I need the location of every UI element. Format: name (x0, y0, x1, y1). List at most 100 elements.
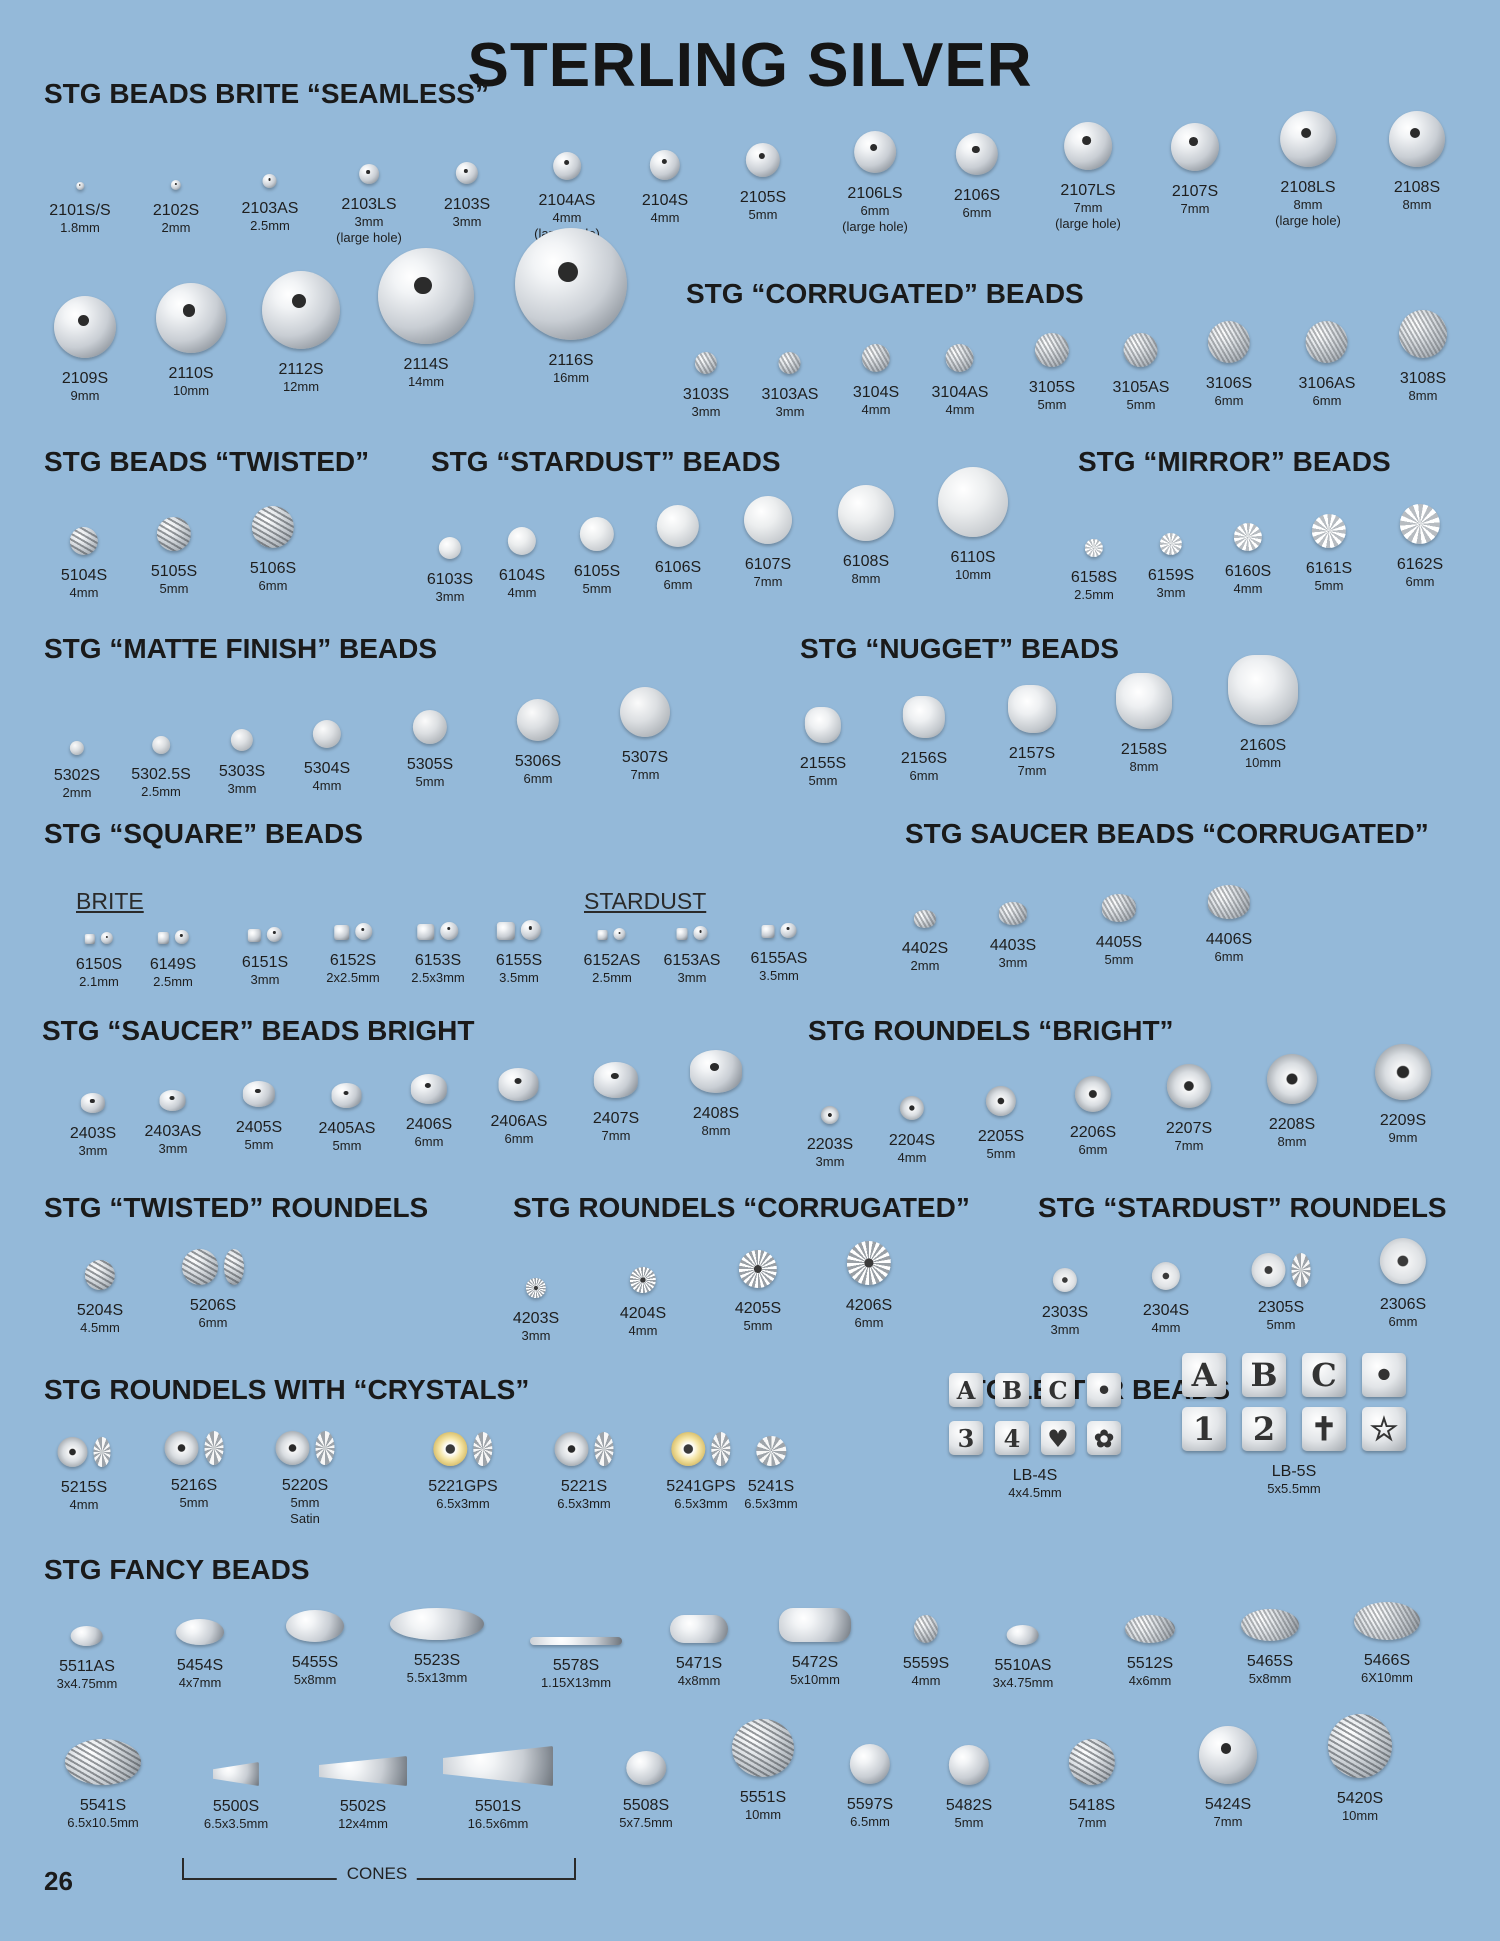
bead-cube (417, 923, 434, 940)
bead-shape (779, 352, 801, 374)
product-item: 5420S 10mm (1328, 1714, 1392, 1824)
product-size: 2.5mm (1074, 587, 1114, 602)
bead-image (230, 729, 253, 751)
product-size: 5mm (159, 581, 189, 596)
product-size: 3mm (354, 214, 384, 229)
bead-image: A B C • 3 4 ♥ ✿ (949, 1373, 1121, 1455)
bead-shape (1124, 333, 1158, 367)
bead-image (247, 926, 283, 942)
product-code: 5454S (176, 1657, 224, 1674)
bead-shape (579, 517, 614, 551)
product-item: 3105S 5mm (1029, 333, 1075, 413)
bead-image (738, 1250, 777, 1288)
bead-image (948, 1745, 989, 1785)
product-code: 4205S (734, 1300, 782, 1317)
product-code: 5106S (249, 560, 297, 577)
product-note: (large hole) (842, 219, 908, 234)
product-item: 5306S 6mm (515, 699, 561, 787)
product-item: 5305S 5mm (407, 710, 453, 790)
bead-shape (1399, 310, 1447, 358)
product-item: 2114S 14mm (378, 248, 474, 390)
product-size: 6mm (909, 768, 939, 783)
bead-image (761, 922, 797, 938)
bead-image (412, 710, 447, 744)
product-size: 7mm (1077, 1815, 1107, 1830)
bead-shape (1207, 321, 1250, 363)
product-size: 5x5.5mm (1267, 1481, 1321, 1496)
product-size: 1.15X13mm (540, 1675, 612, 1690)
bead-cube-side (100, 932, 113, 944)
letter-bead: ✝ (1302, 1407, 1346, 1451)
bead-cube (334, 925, 349, 940)
section-title-twisted: STG BEADS “TWISTED” (44, 446, 370, 477)
letter-bead: 3 (949, 1421, 983, 1455)
product-code: 4405S (1095, 934, 1143, 951)
product-item: 2110S 10mm (156, 283, 226, 399)
bead-image (157, 930, 189, 944)
bead-image (80, 1093, 105, 1113)
product-code: 5241GPS (666, 1478, 736, 1495)
product-code: 5221S (560, 1478, 608, 1495)
bead-image (620, 687, 670, 737)
product-item: 5221S 6.5x3mm (554, 1432, 614, 1512)
bead-side-view (93, 1437, 111, 1467)
product-size: 5mm (986, 1146, 1016, 1161)
letter-bead: A (949, 1373, 983, 1407)
product-size: 4mm (911, 1673, 941, 1688)
bead-shape (455, 162, 478, 184)
product-code: 4406S (1205, 931, 1253, 948)
product-item: 2105S 5mm (740, 143, 786, 223)
bead-shape (1166, 1064, 1211, 1108)
bead-image (593, 1062, 638, 1098)
product-item: 6152AS 2.5mm (584, 928, 640, 986)
product-code: 5455S (291, 1654, 339, 1671)
product-size: 5mm (1266, 1317, 1296, 1332)
letter-bead: • (1362, 1353, 1406, 1397)
product-item: 3104S 4mm (853, 344, 899, 418)
product-item: 5500S 6.5x3.5mm (204, 1762, 268, 1832)
product-code: 5511AS (59, 1658, 115, 1675)
bead-shape (820, 1106, 839, 1124)
product-item: 5424S 7mm (1199, 1726, 1257, 1830)
product-code: 6162S (1396, 556, 1444, 573)
product-item: 5215S 4mm (57, 1437, 111, 1513)
product-size: 16mm (552, 370, 590, 385)
product-code: 5220S (281, 1477, 329, 1494)
product-item: 5472S 5x10mm (779, 1608, 851, 1688)
product-item: 6155S 3.5mm (496, 920, 542, 986)
product-size: 10mm (1244, 755, 1282, 770)
bead-image (552, 152, 581, 180)
product-size: 3mm (775, 404, 805, 419)
product-size: 2.5mm (153, 973, 193, 989)
product-item: 5241S 6.5x3mm (744, 1436, 798, 1512)
section-title-seamless: STG BEADS BRITE “SEAMLESS” (44, 78, 489, 109)
product-item: 3103AS 3mm (762, 352, 818, 420)
bead-image (438, 537, 461, 559)
bead-shape (319, 1756, 407, 1786)
product-code: 6149S (149, 955, 197, 973)
product-item: 2406AS 6mm (491, 1068, 547, 1147)
product-item: 6152S 2x2.5mm (326, 923, 380, 986)
bead-shape (649, 150, 680, 180)
bead-shape (861, 344, 890, 372)
product-code: 3108S (1399, 370, 1447, 387)
product-code: 2403AS (144, 1123, 202, 1140)
bead-image (65, 1739, 141, 1785)
product-code: 2107LS (1060, 182, 1116, 199)
product-code: 5500S (212, 1798, 260, 1815)
bead-image (694, 352, 717, 374)
bead-shape (80, 1093, 105, 1113)
product-code: 3104S (852, 384, 900, 401)
product-code: 2103LS (341, 196, 397, 213)
bead-shape (1034, 333, 1069, 367)
product-size: 6.5x3.5mm (203, 1816, 269, 1831)
product-item: 2108S 8mm (1389, 111, 1445, 213)
product-size: 14mm (407, 374, 445, 389)
bead-shape (745, 143, 780, 177)
bead-shape (899, 1096, 924, 1120)
product-item: 2209S 9mm (1375, 1044, 1431, 1146)
bead-shape (433, 1432, 468, 1466)
bead-shape (853, 131, 896, 173)
bead-shape (626, 1751, 666, 1785)
product-code: 5206S (189, 1297, 237, 1314)
